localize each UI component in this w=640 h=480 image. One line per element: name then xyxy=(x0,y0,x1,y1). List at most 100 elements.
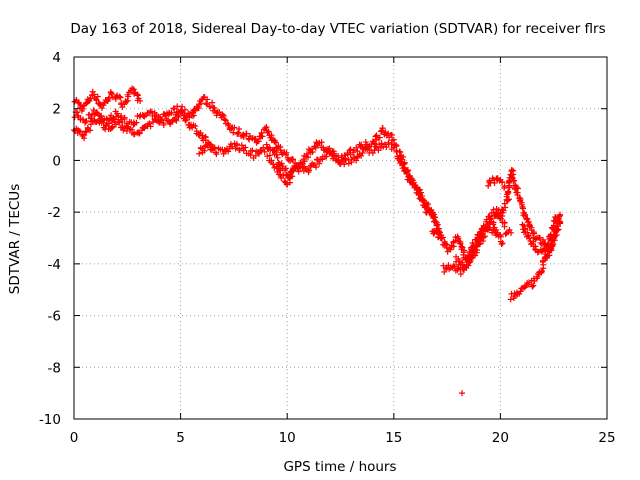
data-point xyxy=(203,100,210,107)
data-point xyxy=(209,99,216,106)
data-point xyxy=(530,282,537,289)
data-point xyxy=(224,120,231,127)
data-point-isolated xyxy=(510,167,517,174)
data-point xyxy=(136,130,143,137)
data-point xyxy=(547,232,554,239)
data-point xyxy=(274,154,281,161)
data-point xyxy=(498,215,505,222)
data-point xyxy=(510,178,517,185)
data-point xyxy=(255,138,262,145)
data-point xyxy=(534,249,541,256)
data-point xyxy=(230,129,237,136)
data-point xyxy=(451,263,458,270)
data-point xyxy=(295,168,302,175)
y-tick-label: 0 xyxy=(52,153,61,169)
data-point xyxy=(93,109,100,116)
data-point xyxy=(508,229,515,236)
data-point xyxy=(501,183,508,190)
data-point xyxy=(272,139,279,146)
data-point xyxy=(216,109,223,116)
data-point xyxy=(82,129,89,136)
data-point xyxy=(432,214,439,221)
data-point xyxy=(168,109,175,116)
data-point xyxy=(459,259,466,266)
data-point xyxy=(372,143,379,150)
data-point xyxy=(211,144,218,151)
data-point xyxy=(555,226,562,233)
data-point xyxy=(371,140,378,147)
data-point xyxy=(335,156,342,163)
data-point xyxy=(277,147,284,154)
data-point xyxy=(232,145,239,152)
data-point xyxy=(102,122,109,129)
data-point xyxy=(290,156,297,163)
data-point xyxy=(522,211,529,218)
data-point xyxy=(290,167,297,174)
data-point xyxy=(206,103,213,110)
data-point xyxy=(526,235,533,242)
data-point xyxy=(519,203,526,210)
data-point xyxy=(231,124,238,131)
data-point xyxy=(273,151,280,158)
data-point xyxy=(114,110,121,117)
data-point xyxy=(83,117,90,124)
data-point xyxy=(271,138,278,145)
y-tick-label: -6 xyxy=(48,309,61,325)
data-point xyxy=(524,215,531,222)
data-point xyxy=(123,98,130,105)
data-point xyxy=(552,214,559,221)
data-point xyxy=(213,151,220,158)
data-point xyxy=(173,117,180,124)
data-point xyxy=(301,158,308,165)
data-point xyxy=(193,128,200,135)
data-point xyxy=(434,221,441,228)
data-point xyxy=(116,119,123,126)
data-point xyxy=(243,130,250,137)
data-point xyxy=(379,125,386,132)
data-point xyxy=(377,128,384,135)
y-axis-label: SDTVAR / TECUs xyxy=(7,184,23,294)
data-point xyxy=(266,152,273,159)
data-point xyxy=(341,161,348,168)
data-point xyxy=(536,235,543,242)
data-point xyxy=(192,123,199,130)
data-point xyxy=(442,240,449,247)
data-point-isolated xyxy=(431,229,438,236)
data-point xyxy=(111,116,118,123)
x-tick-label: 15 xyxy=(385,430,402,446)
data-point xyxy=(112,121,119,128)
x-tick-label: 5 xyxy=(176,430,185,446)
data-point xyxy=(225,148,232,155)
data-point xyxy=(528,224,535,231)
data-point xyxy=(545,241,552,248)
data-point xyxy=(249,147,256,154)
y-tick-label: -8 xyxy=(48,360,61,376)
data-point xyxy=(227,141,234,148)
data-point xyxy=(97,101,104,108)
data-point xyxy=(457,270,464,277)
data-point xyxy=(86,111,93,118)
data-point xyxy=(484,221,491,228)
data-point xyxy=(235,129,242,136)
data-point-isolated xyxy=(459,390,466,397)
data-point xyxy=(225,122,232,129)
data-point xyxy=(468,254,475,261)
data-point xyxy=(116,93,123,100)
grid-lines xyxy=(74,57,607,419)
data-point xyxy=(183,116,190,123)
data-point xyxy=(500,207,507,214)
data-point xyxy=(467,256,474,263)
data-point xyxy=(415,187,422,194)
data-point xyxy=(133,119,140,126)
data-point xyxy=(557,211,564,218)
data-point xyxy=(246,136,253,143)
data-point xyxy=(305,167,312,174)
data-point xyxy=(461,247,468,254)
data-point xyxy=(364,146,371,153)
data-point xyxy=(488,215,495,222)
data-point xyxy=(450,243,457,250)
x-tick-label: 10 xyxy=(279,430,296,446)
plot-frame xyxy=(73,56,608,420)
data-point xyxy=(261,148,268,155)
